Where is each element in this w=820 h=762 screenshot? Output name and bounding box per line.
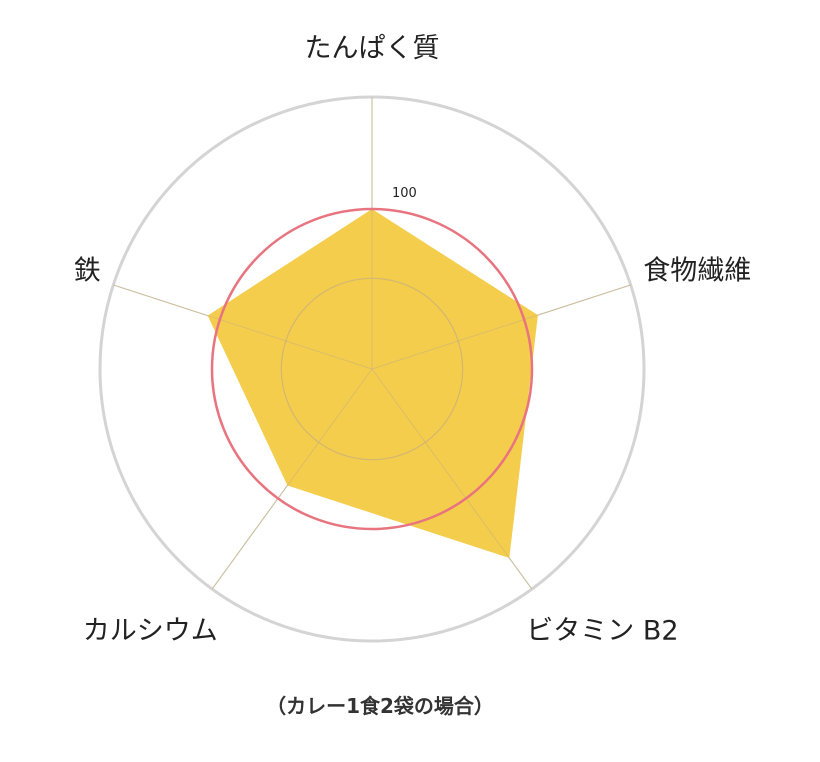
spoke-overlay-4 — [211, 368, 373, 590]
reference-circle-layer — [210, 207, 534, 531]
chart-caption: （カレー1食2袋の場合） — [266, 694, 494, 718]
series-polygon-1 — [207, 209, 538, 558]
axis-label-3: ビタミン B2 — [526, 616, 678, 647]
radar-series — [113, 97, 631, 590]
axis-label-5: 鉄 — [74, 255, 101, 286]
spoke-overlay-3 — [371, 368, 533, 590]
spoke-overlay-2 — [371, 284, 631, 370]
spoke-overlay-5 — [113, 284, 373, 370]
axis-label-2: 食物繊維 — [643, 255, 751, 286]
axis-label-4: カルシウム — [83, 616, 218, 647]
axis-label-1: たんぱく質 — [305, 33, 440, 64]
reference-circle-100 — [210, 207, 534, 531]
tick-label-100: 100 — [392, 186, 417, 201]
